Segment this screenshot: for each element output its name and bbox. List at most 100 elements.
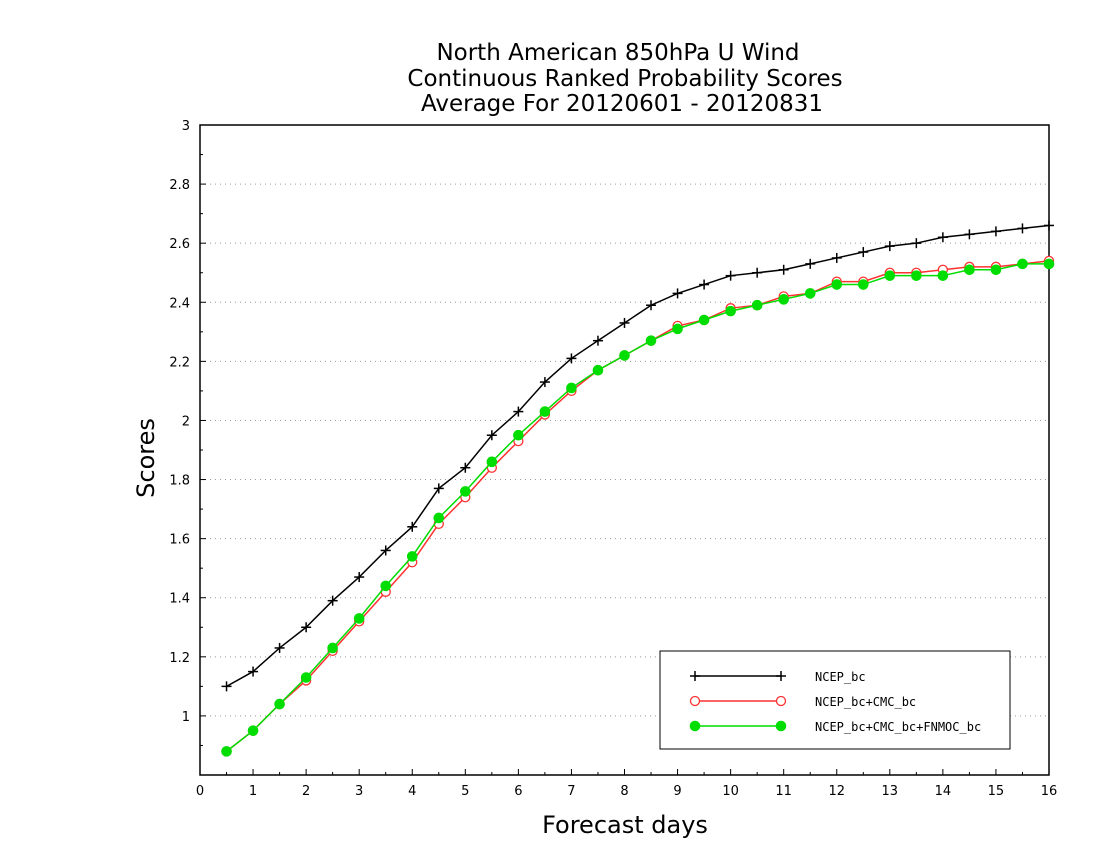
data-point [858,247,869,258]
y-tick-label: 2.2 [169,355,190,370]
data-point [884,241,895,252]
data-point [751,299,763,311]
data-point [937,270,949,281]
y-tick-label: 1 [182,710,190,725]
data-point [566,353,577,364]
data-point [274,642,285,653]
y-tick-label: 1.8 [169,474,190,489]
data-point [380,580,392,592]
data-point [725,305,736,317]
x-tick-label: 12 [828,784,845,799]
data-point [380,545,391,556]
y-axis-ticks: 1 1.2 1.4 1.6 1.8 2 2.2 2.4 2.6 2.8 3 [169,119,206,746]
data-point [964,264,975,276]
legend-box [659,650,1011,750]
legend-marker [776,671,786,681]
x-axis-label: Forecast days [542,811,708,839]
legend-marker [775,695,787,707]
data-point [911,238,922,249]
y-tick-label: 2.6 [169,237,190,252]
legend-item: NCEP_bc [690,670,866,684]
x-tick-label: 0 [196,784,204,799]
data-point [486,430,497,441]
gridlines [200,183,1049,717]
data-point [407,521,418,532]
x-tick-label: 15 [988,784,1005,799]
data-point [964,229,975,240]
data-point [831,279,843,290]
y-tick-label: 1.2 [169,651,190,666]
chart-title-line-2: Continuous Ranked Probability Scores [407,66,842,92]
data-point [778,264,789,275]
data-point [513,406,524,417]
x-tick-label: 11 [775,784,792,799]
data-point [592,364,604,376]
data-point [857,279,869,290]
x-tick-label: 13 [882,784,899,799]
y-tick-label: 1.4 [169,592,190,607]
data-point [1017,258,1028,270]
data-point [619,317,630,328]
data-point [831,252,842,263]
data-point [884,270,896,281]
y-tick-label: 3 [182,119,190,134]
y-tick-label: 1.6 [169,533,190,548]
data-point [221,681,232,692]
x-tick-label: 2 [302,784,310,799]
data-point [752,267,763,278]
x-tick-label: 14 [935,784,952,799]
data-point [699,279,710,290]
legend: NCEP_bc NCEP_bc+CMC_bc NCEP_bc+CMC_bc+FNMO… [659,650,1011,750]
chart-title-line-1: North American 850hPa U Wind [436,40,799,66]
data-series [221,220,1055,757]
data-point [327,595,338,606]
legend-item: NCEP_bc+CMC_bc [689,695,916,709]
data-point [592,335,603,346]
x-tick-label: 1 [249,784,257,799]
data-point [433,483,444,494]
legend-marker [689,720,701,732]
legend-label: NCEP_bc [815,670,866,684]
data-point [804,288,816,299]
x-tick-label: 6 [514,784,522,799]
x-tick-label: 8 [620,784,628,799]
legend-label: NCEP_bc+CMC_bc+FNMOC_bc [815,720,981,734]
x-tick-label: 9 [673,784,681,799]
data-point [778,294,789,305]
data-point [990,264,1002,276]
data-point [725,270,736,281]
data-point [1044,220,1054,231]
data-point [274,698,285,710]
x-tick-label: 3 [355,784,363,799]
data-point [327,642,338,654]
y-tick-label: 2.4 [169,296,190,311]
x-tick-label: 10 [722,784,739,799]
data-point [247,725,259,736]
x-tick-label: 7 [567,784,575,799]
legend-item: NCEP_bc+CMC_bc+FNMOC_bc [689,720,981,734]
x-tick-label: 4 [408,784,416,799]
data-point [406,551,418,562]
data-point [1043,258,1055,270]
series-0 [221,220,1054,692]
data-point [805,258,816,269]
chart-title: North American 850hPa U Wind Continuous … [407,40,842,117]
data-point [301,622,312,633]
data-point [460,462,471,473]
x-tick-label: 5 [461,784,469,799]
data-point [486,456,498,468]
legend-marker [689,695,701,707]
data-point [698,314,710,326]
data-point [539,377,550,388]
legend-marker [690,671,700,681]
y-axis-label: Scores [132,418,160,498]
data-point [539,406,551,417]
data-point [646,300,657,311]
data-point [1017,223,1028,234]
data-point [937,232,948,243]
data-point [221,746,232,757]
data-point [619,350,630,361]
data-point [354,572,365,583]
y-tick-label: 2.8 [169,178,190,193]
